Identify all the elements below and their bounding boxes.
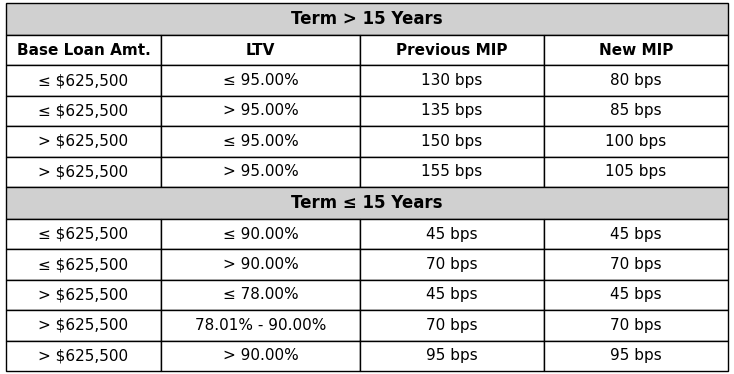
Bar <box>544 96 728 126</box>
Bar <box>6 187 728 219</box>
Bar <box>360 65 544 96</box>
Bar <box>161 157 360 187</box>
Bar <box>360 341 544 371</box>
Bar <box>544 126 728 157</box>
Text: 70 bps: 70 bps <box>610 257 662 272</box>
Bar <box>161 126 360 157</box>
Text: 78.01% - 90.00%: 78.01% - 90.00% <box>195 318 326 333</box>
Text: ≤ $625,500: ≤ $625,500 <box>38 104 128 119</box>
Text: ≤ 95.00%: ≤ 95.00% <box>222 73 298 88</box>
Bar <box>544 219 728 249</box>
Bar <box>161 219 360 249</box>
Text: 105 bps: 105 bps <box>606 164 666 179</box>
Text: > 95.00%: > 95.00% <box>222 164 298 179</box>
Bar <box>360 35 544 65</box>
Bar <box>544 280 728 310</box>
Text: > 95.00%: > 95.00% <box>222 104 298 119</box>
Text: 45 bps: 45 bps <box>426 288 478 303</box>
Bar <box>544 157 728 187</box>
Bar <box>161 65 360 96</box>
Text: 70 bps: 70 bps <box>426 257 478 272</box>
Bar <box>360 96 544 126</box>
Bar <box>6 157 161 187</box>
Text: > $625,500: > $625,500 <box>38 164 128 179</box>
Text: ≤ $625,500: ≤ $625,500 <box>38 73 128 88</box>
Bar <box>6 3 728 35</box>
Text: LTV: LTV <box>246 43 275 58</box>
Bar <box>360 126 544 157</box>
Bar <box>6 65 161 96</box>
Bar <box>360 310 544 341</box>
Text: 45 bps: 45 bps <box>426 227 478 242</box>
Text: 70 bps: 70 bps <box>610 318 662 333</box>
Bar <box>6 280 161 310</box>
Bar <box>6 219 161 249</box>
Text: 45 bps: 45 bps <box>610 288 662 303</box>
Bar <box>544 249 728 280</box>
Bar <box>544 65 728 96</box>
Text: 155 bps: 155 bps <box>421 164 482 179</box>
Text: Previous MIP: Previous MIP <box>396 43 508 58</box>
Bar <box>161 35 360 65</box>
Text: New MIP: New MIP <box>599 43 673 58</box>
Text: > $625,500: > $625,500 <box>38 134 128 149</box>
Bar <box>6 35 161 65</box>
Text: 45 bps: 45 bps <box>610 227 662 242</box>
Text: Base Loan Amt.: Base Loan Amt. <box>17 43 150 58</box>
Text: 135 bps: 135 bps <box>421 104 482 119</box>
Text: 100 bps: 100 bps <box>606 134 666 149</box>
Text: 80 bps: 80 bps <box>610 73 662 88</box>
Text: ≤ 78.00%: ≤ 78.00% <box>222 288 298 303</box>
Bar <box>161 310 360 341</box>
Text: ≤ $625,500: ≤ $625,500 <box>38 257 128 272</box>
Bar <box>6 341 161 371</box>
Text: ≤ $625,500: ≤ $625,500 <box>38 227 128 242</box>
Text: ≤ 90.00%: ≤ 90.00% <box>222 227 298 242</box>
Bar <box>6 249 161 280</box>
Text: Term ≤ 15 Years: Term ≤ 15 Years <box>291 194 443 212</box>
Text: 70 bps: 70 bps <box>426 318 478 333</box>
Text: 95 bps: 95 bps <box>610 348 662 363</box>
Bar <box>161 96 360 126</box>
Text: 95 bps: 95 bps <box>426 348 478 363</box>
Text: > $625,500: > $625,500 <box>38 348 128 363</box>
Bar <box>544 341 728 371</box>
Bar <box>6 96 161 126</box>
Text: > 90.00%: > 90.00% <box>222 348 298 363</box>
Bar <box>544 310 728 341</box>
Bar <box>360 157 544 187</box>
Text: 85 bps: 85 bps <box>610 104 662 119</box>
Text: Term > 15 Years: Term > 15 Years <box>291 10 443 28</box>
Bar <box>544 35 728 65</box>
Text: > 90.00%: > 90.00% <box>222 257 298 272</box>
Bar <box>161 249 360 280</box>
Bar <box>161 280 360 310</box>
Bar <box>6 310 161 341</box>
Text: > $625,500: > $625,500 <box>38 288 128 303</box>
Bar <box>360 249 544 280</box>
Text: 150 bps: 150 bps <box>421 134 482 149</box>
Bar <box>360 280 544 310</box>
Bar <box>6 126 161 157</box>
Bar <box>360 219 544 249</box>
Text: > $625,500: > $625,500 <box>38 318 128 333</box>
Bar <box>161 341 360 371</box>
Text: ≤ 95.00%: ≤ 95.00% <box>222 134 298 149</box>
Text: 130 bps: 130 bps <box>421 73 482 88</box>
